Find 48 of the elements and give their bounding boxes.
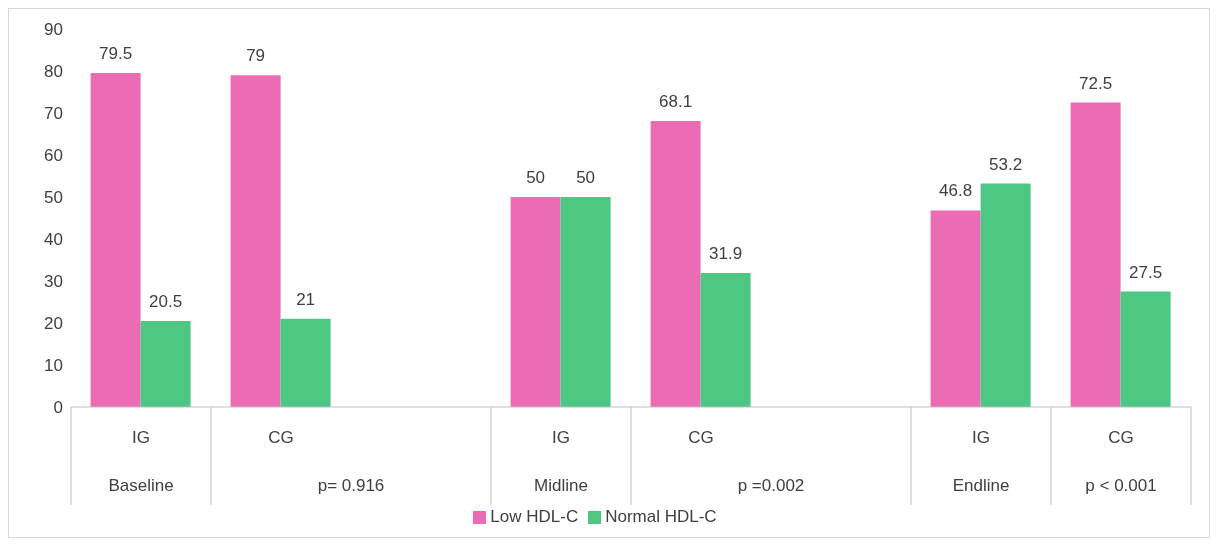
- data-label: 21: [296, 289, 316, 309]
- bar: [140, 320, 191, 407]
- text: p < 0.001: [1085, 476, 1157, 495]
- data-label: 72.5: [1079, 73, 1113, 93]
- y-tick-label: 80: [44, 62, 63, 82]
- legend-label: Normal HDL-C: [605, 507, 717, 526]
- x-tick-label: CG: [1108, 428, 1134, 447]
- bar: [510, 197, 561, 407]
- data-label: 50: [576, 168, 596, 187]
- data-label: 27.5: [1129, 262, 1163, 282]
- x-tick-label: IG: [972, 428, 990, 447]
- text: p =0.002: [737, 476, 805, 495]
- y-tick-label: 60: [44, 146, 63, 166]
- bar: [1070, 102, 1121, 407]
- bar: [650, 120, 701, 407]
- text: Midline: [534, 476, 588, 495]
- y-tick-label: 20: [44, 314, 63, 334]
- bar: [1120, 291, 1171, 407]
- data-label: 53.2: [989, 154, 1023, 174]
- bar: [230, 75, 281, 407]
- y-tick-label: 10: [44, 356, 63, 376]
- legend-label: Low HDL-C: [490, 507, 579, 526]
- y-tick-label: 70: [44, 104, 63, 124]
- data-label: 79: [246, 46, 266, 66]
- text: p= 0.916: [317, 476, 385, 495]
- data-label: 46.8: [939, 181, 973, 201]
- data-label: 31.9: [709, 244, 743, 264]
- y-tick-label: 0: [53, 398, 63, 418]
- text: Endline: [952, 476, 1010, 495]
- x-tick-label: IG: [552, 428, 570, 447]
- y-tick-label: 30: [44, 272, 63, 292]
- data-label: 68.1: [659, 91, 693, 111]
- y-tick-label: 50: [44, 188, 63, 208]
- y-tick-label: 90: [44, 20, 63, 40]
- data-label: 20.5: [149, 291, 183, 311]
- bar: [560, 197, 611, 407]
- x-tick-label: IG: [132, 428, 150, 447]
- bar: [700, 273, 751, 407]
- bar: [280, 318, 331, 407]
- y-tick-label: 40: [44, 230, 63, 250]
- bar: [90, 73, 141, 407]
- data-label: 79.5: [99, 44, 133, 64]
- data-label: 50: [526, 168, 546, 187]
- bar: [930, 210, 981, 407]
- text: Baseline: [108, 476, 174, 495]
- x-tick-label: CG: [268, 428, 294, 447]
- x-tick-label: CG: [688, 428, 714, 447]
- bar: [980, 183, 1031, 407]
